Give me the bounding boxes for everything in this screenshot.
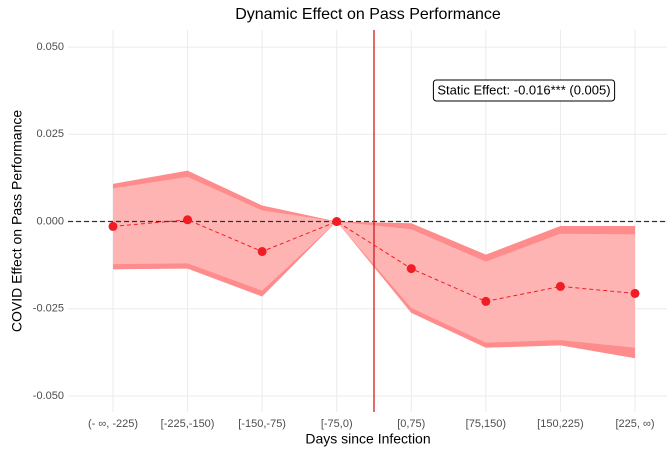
x-tick-label: [-150,-75) <box>238 418 286 430</box>
annotation: Static Effect: -0.016*** (0.005) <box>437 82 610 97</box>
estimate-point <box>630 288 640 298</box>
x-tick-label: [-225,-150) <box>161 418 215 430</box>
y-axis-title: COVID Effect on Pass Performance <box>9 110 25 332</box>
estimate-point <box>481 296 491 306</box>
x-tick-label: [225, ∞) <box>615 418 654 430</box>
y-tick-label: -0.025 <box>33 303 64 315</box>
y-tick-label: 0.050 <box>36 41 64 53</box>
estimate-point <box>183 215 193 225</box>
y-tick-label: 0.000 <box>36 215 64 227</box>
estimate-point <box>406 264 416 274</box>
estimate-point <box>555 281 565 291</box>
chart-title: Dynamic Effect on Pass Performance <box>235 6 501 23</box>
y-tick-label: -0.050 <box>33 390 64 402</box>
x-tick-label: [-75,0) <box>321 418 353 430</box>
x-tick-label: (- ∞, -225) <box>88 418 138 430</box>
x-axis-title: Days since Infection <box>305 431 430 447</box>
x-tick-label: [0,75) <box>397 418 425 430</box>
x-tick-label: [150,225) <box>537 418 583 430</box>
x-tick-label: [75,150) <box>466 418 506 430</box>
estimate-point <box>257 247 267 257</box>
estimate-point <box>108 221 118 231</box>
y-tick-label: 0.025 <box>36 128 64 140</box>
annotation-box <box>432 79 616 102</box>
estimate-point <box>332 217 342 227</box>
